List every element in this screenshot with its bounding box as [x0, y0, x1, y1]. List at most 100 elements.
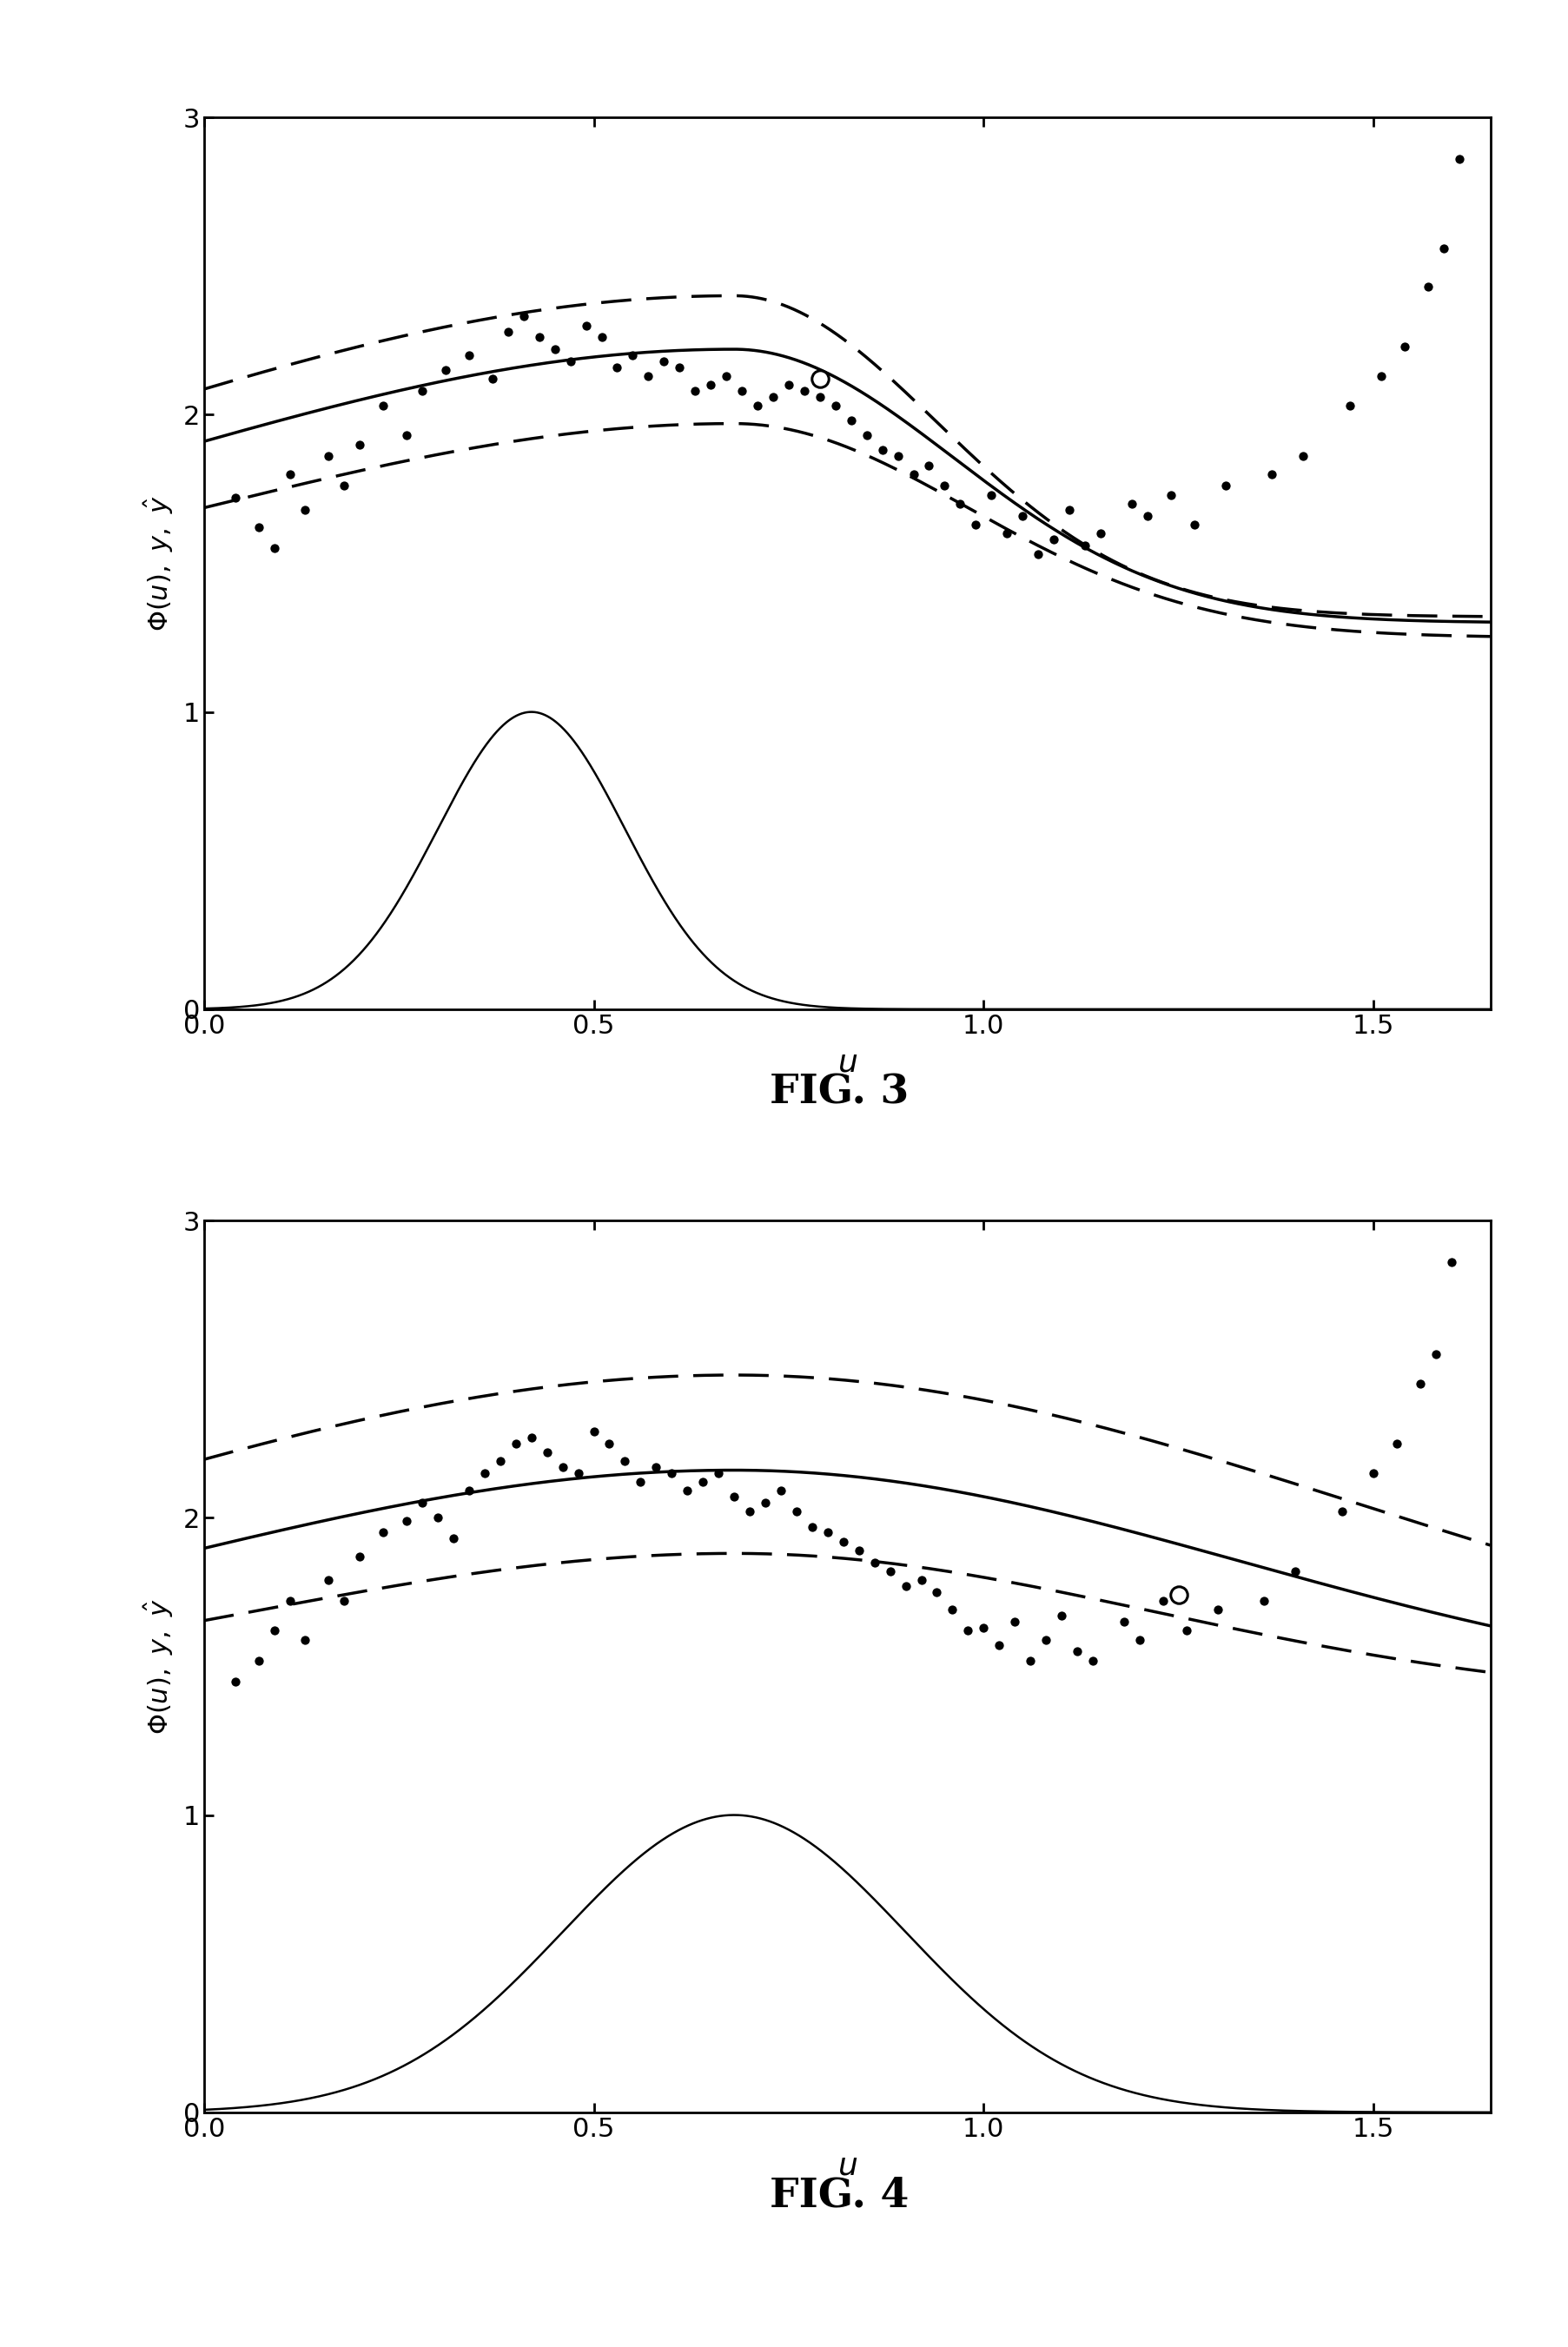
Point	[1025, 535, 1051, 573]
Point	[908, 1561, 933, 1598]
Point	[519, 1418, 544, 1455]
Point	[659, 1455, 684, 1493]
Point	[900, 455, 925, 493]
Point	[978, 476, 1004, 514]
Point	[262, 1612, 287, 1650]
Point	[1446, 141, 1471, 178]
Point	[1126, 1622, 1151, 1659]
Point	[831, 1523, 856, 1561]
Point	[604, 347, 629, 385]
Point	[480, 359, 505, 397]
Point	[994, 514, 1019, 552]
Point	[1367, 357, 1392, 394]
Point	[278, 455, 303, 493]
Point	[409, 1483, 434, 1521]
Point	[456, 336, 481, 373]
Point	[1110, 1603, 1135, 1641]
Point	[580, 1413, 605, 1450]
Point	[971, 1610, 996, 1648]
Point	[472, 1455, 497, 1493]
Point	[550, 1448, 575, 1486]
Point	[331, 467, 356, 505]
Point	[1438, 1244, 1463, 1281]
Point	[588, 319, 613, 357]
Point	[535, 1434, 560, 1472]
Point	[869, 432, 894, 469]
Point	[861, 1544, 886, 1582]
Point	[566, 1455, 591, 1493]
Point	[433, 352, 458, 390]
Point	[1065, 1634, 1090, 1671]
Point	[612, 1443, 637, 1481]
Point	[1080, 1641, 1105, 1678]
Point	[394, 1502, 419, 1540]
Point	[792, 373, 817, 411]
Point	[963, 507, 988, 545]
Point	[837, 401, 862, 439]
Point	[574, 307, 599, 345]
Point	[1134, 498, 1159, 535]
Point	[246, 1641, 271, 1678]
Point	[845, 1533, 870, 1570]
Point	[317, 437, 342, 474]
Point	[1391, 329, 1416, 366]
Y-axis label: $\Phi(u),\ y,\ \hat{y}$: $\Phi(u),\ y,\ \hat{y}$	[143, 495, 176, 631]
Point	[1212, 467, 1237, 505]
Point	[745, 387, 770, 425]
Point	[698, 366, 723, 404]
Point	[651, 343, 676, 380]
Point	[441, 1521, 466, 1558]
Point	[815, 1514, 840, 1551]
Point	[1173, 1612, 1198, 1650]
Point	[1414, 268, 1439, 305]
Point	[1018, 1641, 1043, 1678]
Point	[877, 1551, 902, 1589]
Point	[409, 373, 434, 411]
Point	[1406, 1366, 1432, 1404]
Point	[931, 467, 956, 505]
Point	[596, 1425, 621, 1462]
Point	[370, 387, 395, 425]
Point	[370, 1514, 395, 1551]
Point	[713, 357, 739, 394]
Point	[511, 298, 536, 336]
Point	[916, 446, 941, 483]
Point	[674, 1472, 699, 1509]
Point	[955, 1612, 980, 1650]
Point	[543, 331, 568, 368]
Point	[737, 1493, 762, 1530]
Point	[808, 378, 833, 415]
Point	[892, 1568, 917, 1605]
Point	[1073, 526, 1098, 563]
Point	[293, 1622, 318, 1659]
Point	[394, 418, 419, 455]
Point	[278, 1582, 303, 1619]
Point	[666, 347, 691, 385]
Point	[924, 1572, 949, 1610]
Point	[317, 1561, 342, 1598]
Point	[1422, 1335, 1447, 1373]
Point	[246, 509, 271, 547]
Point	[527, 319, 552, 357]
Point	[776, 366, 801, 404]
Text: FIG. 4: FIG. 4	[770, 2176, 908, 2216]
Point	[635, 357, 660, 394]
Point	[347, 1537, 372, 1575]
Point	[1033, 1622, 1058, 1659]
Point	[768, 1472, 793, 1509]
Point	[1181, 507, 1206, 545]
Point	[784, 1493, 809, 1530]
Point	[1057, 491, 1082, 528]
Point	[1088, 514, 1113, 552]
Point	[1330, 1493, 1355, 1530]
Point	[1259, 455, 1284, 493]
Point	[1338, 387, 1363, 425]
Point	[1157, 476, 1182, 514]
Point	[293, 491, 318, 528]
Point	[425, 1500, 450, 1537]
Point	[627, 1462, 652, 1500]
Point	[853, 418, 878, 455]
Point	[1149, 1582, 1174, 1619]
Point	[643, 1448, 668, 1486]
Point	[1359, 1455, 1385, 1493]
